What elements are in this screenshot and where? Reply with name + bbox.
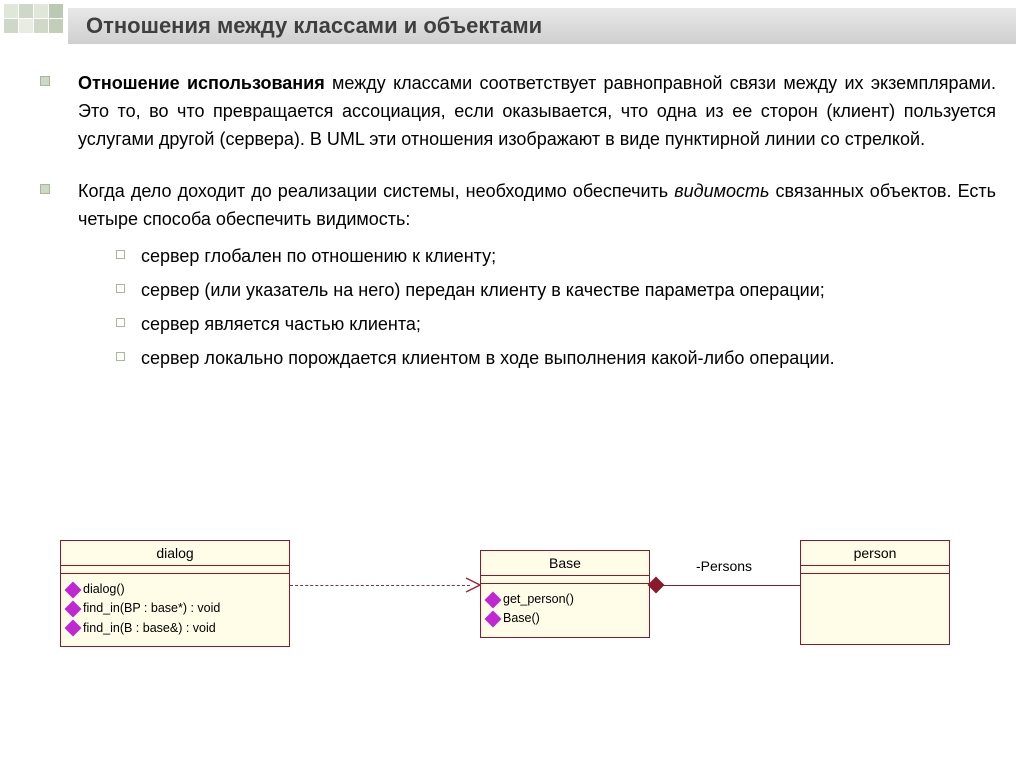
list-item: сервер является частью клиента;	[116, 311, 996, 339]
bullet-icon	[40, 76, 50, 86]
paragraph-1-text: Отношение использования между классами с…	[78, 70, 996, 154]
class-separator	[801, 566, 949, 574]
content-area: Отношение использования между классами с…	[40, 70, 996, 403]
paragraph-2-text: Когда дело доходит до реализации системы…	[78, 178, 996, 234]
class-person-title: person	[801, 541, 949, 566]
uml-diagram: dialog dialog() find_in(BP : base*) : vo…	[60, 540, 984, 740]
decoration-squares	[4, 4, 63, 33]
association-label: -Persons	[696, 558, 752, 574]
hollow-bullet-icon	[116, 284, 125, 293]
class-person: person	[800, 540, 950, 645]
visibility-list: сервер глобален по отношению к клиенту; …	[116, 243, 996, 373]
method-text: find_in(BP : base*) : void	[83, 599, 220, 618]
method: find_in(B : base&) : void	[67, 619, 283, 638]
class-dialog-methods: dialog() find_in(BP : base*) : void find…	[61, 574, 289, 646]
class-dialog-title: dialog	[61, 541, 289, 566]
list-item: сервер (или указатель на него) передан к…	[116, 277, 996, 305]
list-item: сервер глобален по отношению к клиенту;	[116, 243, 996, 271]
class-person-methods	[801, 574, 949, 588]
method-text: find_in(B : base&) : void	[83, 619, 216, 638]
hollow-bullet-icon	[116, 318, 125, 327]
method-text: dialog()	[83, 580, 125, 599]
class-dialog: dialog dialog() find_in(BP : base*) : vo…	[60, 540, 290, 647]
list-item-text: сервер глобален по отношению к клиенту;	[141, 243, 496, 271]
class-base: Base get_person() Base()	[480, 550, 650, 638]
class-base-title: Base	[481, 551, 649, 576]
bullet-icon	[40, 184, 50, 194]
page-title: Отношения между классами и объектами	[86, 13, 542, 39]
dependency-arrow	[290, 585, 470, 586]
hollow-bullet-icon	[116, 352, 125, 361]
paragraph-1-lead: Отношение использования	[78, 73, 325, 93]
method: get_person()	[487, 590, 643, 609]
list-item: сервер локально порождается клиентом в х…	[116, 345, 996, 373]
visibility-icon	[65, 620, 82, 637]
list-item-text: сервер (или указатель на него) передан к…	[141, 277, 825, 305]
method-text: get_person()	[503, 590, 574, 609]
paragraph-1: Отношение использования между классами с…	[40, 70, 996, 154]
visibility-icon	[65, 581, 82, 598]
method: Base()	[487, 609, 643, 628]
visibility-icon	[485, 611, 502, 628]
class-separator	[61, 566, 289, 574]
composition-line	[662, 585, 800, 586]
paragraph-2: Когда дело доходит до реализации системы…	[40, 178, 996, 379]
paragraph-2-italic: видимость	[674, 181, 769, 201]
hollow-bullet-icon	[116, 250, 125, 259]
paragraph-2-before: Когда дело доходит до реализации системы…	[78, 181, 674, 201]
visibility-icon	[485, 591, 502, 608]
class-separator	[481, 576, 649, 584]
method: dialog()	[67, 580, 283, 599]
visibility-icon	[65, 601, 82, 618]
class-base-methods: get_person() Base()	[481, 584, 649, 637]
list-item-text: сервер локально порождается клиентом в х…	[141, 345, 835, 373]
method-text: Base()	[503, 609, 540, 628]
open-arrowhead-icon	[464, 576, 484, 594]
title-bar: Отношения между классами и объектами	[68, 8, 1016, 44]
method: find_in(BP : base*) : void	[67, 599, 283, 618]
list-item-text: сервер является частью клиента;	[141, 311, 421, 339]
